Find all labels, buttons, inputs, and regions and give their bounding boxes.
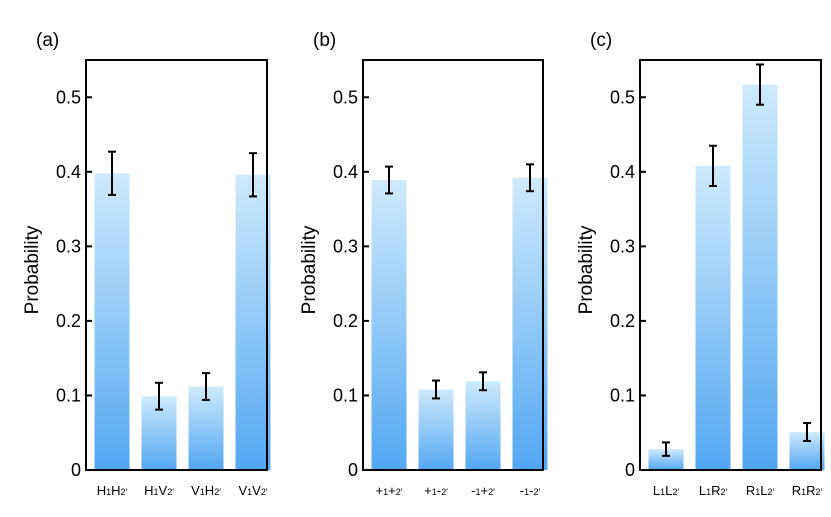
y-tick-label: 0.5 bbox=[56, 87, 81, 107]
panel-label: (a) bbox=[36, 30, 59, 51]
category-label: V1H2′ bbox=[191, 483, 221, 498]
y-tick-label: 0.4 bbox=[56, 162, 81, 182]
category-label: R1L2′ bbox=[746, 483, 775, 498]
y-tick-label: 0.5 bbox=[333, 87, 358, 107]
y-tick-label: 0 bbox=[71, 460, 81, 480]
y-tick-label: 0 bbox=[625, 460, 635, 480]
panel-label: (c) bbox=[590, 30, 612, 51]
bar bbox=[466, 381, 501, 470]
panel-label: (b) bbox=[313, 30, 336, 51]
chart-panel-3: L1L2′ L1R2′ R1L2′ R1R2′ 0 0.1 0.2 0.3 0.4 0.5 Prob… bbox=[576, 30, 825, 498]
y-tick-label: 0.2 bbox=[333, 311, 358, 331]
bar bbox=[236, 175, 271, 470]
y-axis-label: Probability bbox=[576, 225, 597, 314]
category-label: -1-2′ bbox=[520, 483, 541, 498]
figure: H1H2′ H1V2′ V1H2′ V1V2′ 0 0.1 0.2 0.3 0.4 0.5 Prob… bbox=[0, 0, 831, 517]
bar bbox=[696, 166, 731, 470]
y-tick-label: 0.1 bbox=[333, 385, 358, 405]
category-label: R1R2′ bbox=[792, 483, 823, 498]
y-axis-label: Probability bbox=[299, 225, 320, 314]
y-tick-label: 0.2 bbox=[610, 311, 635, 331]
y-axis-label: Probability bbox=[22, 225, 43, 314]
y-tick-label: 0.3 bbox=[610, 236, 635, 256]
chart-panel-2: +1+2′ +1-2′ -1+2′ -1-2′ 0 0.1 0.2 0.3 0.4 0.5 Prob… bbox=[299, 30, 548, 498]
y-tick-label: 0.3 bbox=[333, 236, 358, 256]
y-tick-label: 0.1 bbox=[56, 385, 81, 405]
y-tick-label: 0.4 bbox=[610, 162, 635, 182]
category-label: L1L2′ bbox=[653, 483, 679, 498]
category-label: +1+2′ bbox=[376, 483, 403, 498]
y-tick-label: 0.2 bbox=[56, 311, 81, 331]
y-tick-label: 0.3 bbox=[56, 236, 81, 256]
bar bbox=[419, 389, 454, 470]
category-label: H1V2′ bbox=[144, 483, 174, 498]
category-label: H1H2′ bbox=[97, 483, 128, 498]
category-label: V1V2′ bbox=[238, 483, 267, 498]
category-label: -1+2′ bbox=[471, 483, 495, 498]
bar bbox=[95, 173, 130, 470]
y-tick-label: 0.5 bbox=[610, 87, 635, 107]
category-label: +1-2′ bbox=[424, 483, 448, 498]
y-tick-label: 0.4 bbox=[333, 162, 358, 182]
chart-panel-1: H1H2′ H1V2′ V1H2′ V1V2′ 0 0.1 0.2 0.3 0.4 0.5 Prob… bbox=[22, 30, 271, 498]
category-label: L1R2′ bbox=[699, 483, 728, 498]
y-tick-label: 0 bbox=[348, 460, 358, 480]
bar bbox=[372, 180, 407, 470]
y-tick-label: 0.1 bbox=[610, 385, 635, 405]
bar bbox=[743, 85, 778, 470]
